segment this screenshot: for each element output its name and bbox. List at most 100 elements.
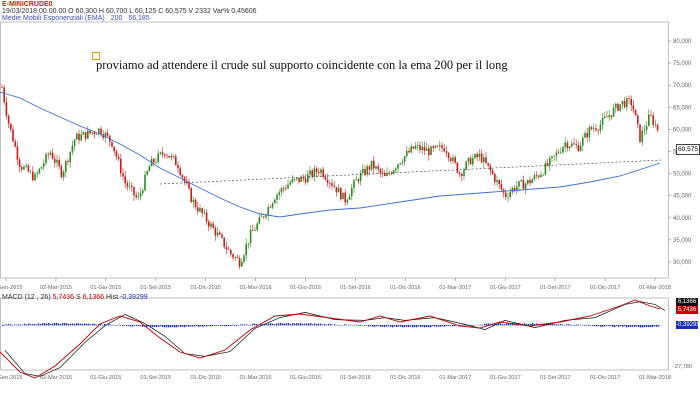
candle-body (599, 124, 602, 131)
histogram-bar (188, 325, 190, 327)
histogram-bar (454, 325, 456, 327)
histogram-bar (228, 325, 230, 326)
candle-body (359, 173, 362, 182)
histogram-bar (484, 323, 486, 326)
candle-body (161, 152, 164, 155)
date-tick-label: 01-Set-2017 (540, 285, 571, 291)
histogram-bar (20, 324, 22, 326)
histogram-bar (146, 325, 148, 327)
candle-body (373, 160, 375, 169)
histogram-bar (528, 324, 530, 326)
histogram-bar (424, 325, 426, 328)
macd-date-tick-label: 01-Giu-2017 (490, 375, 521, 381)
histogram-bar (296, 323, 298, 326)
histogram-bar (44, 323, 46, 326)
histogram-bar (574, 325, 576, 326)
histogram-bar (68, 323, 70, 326)
macd-axis-hist: -0,39299 (676, 321, 700, 329)
price-tick-label: 70,000 (673, 83, 692, 89)
histogram-bar (78, 323, 80, 326)
candle-body (331, 183, 333, 186)
chart-annotation[interactable]: proviamo ad attendere il crude sul suppo… (96, 58, 508, 72)
histogram-bar (210, 325, 212, 327)
price-tick-label: 45,000 (673, 194, 692, 200)
histogram-bar (104, 324, 106, 326)
candle-body (608, 115, 610, 118)
macd-date-tick-label: 02-Mar-2015 (40, 375, 72, 381)
candle-body (546, 163, 549, 166)
candle-body (126, 183, 129, 187)
candle-body (643, 129, 646, 131)
histogram-bar (168, 325, 170, 328)
histogram-bar (486, 323, 488, 326)
candle-body (533, 175, 536, 180)
candle-body (29, 171, 32, 173)
histogram-bar (496, 324, 498, 326)
histogram-bar (124, 324, 126, 326)
histogram-bar (50, 324, 52, 326)
candle-body (128, 185, 131, 187)
macd-date-tick-label: 01-Giu-2015 (90, 375, 121, 381)
histogram-bar (294, 323, 296, 326)
candle-body (465, 161, 467, 170)
histogram-bar (440, 325, 442, 327)
candle-body (10, 123, 12, 130)
histogram-bar (122, 325, 124, 327)
candle-body (505, 192, 507, 198)
candle-body (447, 153, 450, 159)
candle-body (298, 177, 300, 182)
candle-body (236, 257, 239, 259)
histogram-bar (266, 324, 268, 326)
histogram-bar (100, 324, 102, 326)
candle-body (45, 154, 47, 164)
candle-body (417, 145, 419, 146)
candle-body (7, 115, 10, 124)
histogram-bar (462, 324, 464, 326)
histogram-bar (650, 325, 652, 328)
histogram-bar (176, 325, 178, 328)
candle-body (368, 166, 371, 170)
histogram-bar (614, 325, 616, 328)
candle-body (153, 158, 155, 163)
histogram-bar (118, 324, 120, 326)
candle-body (516, 186, 518, 191)
candle-body (56, 159, 58, 163)
candle-body (648, 114, 650, 126)
histogram-bar (178, 325, 180, 327)
macd-axis-bottom-label: -27,780 (673, 364, 692, 370)
candle-body (584, 133, 586, 138)
macd-date-tick-label: 01-Mar-2018 (639, 375, 671, 381)
histogram-bar (562, 324, 564, 326)
candle-body (320, 169, 322, 174)
candle-body (604, 116, 606, 118)
histogram-bar (204, 325, 206, 326)
candle-body (384, 173, 386, 177)
histogram-bar (318, 323, 320, 326)
histogram-bar (594, 325, 596, 327)
histogram-bar (370, 325, 372, 327)
annotation-marker[interactable] (92, 52, 100, 60)
candle-body (606, 116, 608, 118)
candle-body (265, 215, 267, 218)
histogram-bar (190, 325, 192, 327)
histogram-bar (320, 323, 322, 326)
candle-body (615, 103, 617, 108)
histogram-bar (606, 325, 608, 326)
candle-body (353, 180, 355, 188)
candle-body (95, 134, 98, 135)
candle-body (192, 199, 195, 203)
histogram-bar (452, 325, 454, 327)
histogram-bar (76, 323, 78, 326)
histogram-bar (226, 325, 228, 327)
histogram-bar (252, 323, 254, 326)
histogram-bar (600, 325, 602, 327)
histogram-bar (642, 325, 644, 328)
histogram-bar (206, 325, 208, 327)
histogram-bar (26, 324, 28, 326)
ema-period: 200 (110, 15, 123, 22)
histogram-bar (214, 325, 216, 327)
histogram-bar (10, 324, 12, 326)
candle-body (551, 156, 553, 159)
candle-body (410, 146, 412, 153)
